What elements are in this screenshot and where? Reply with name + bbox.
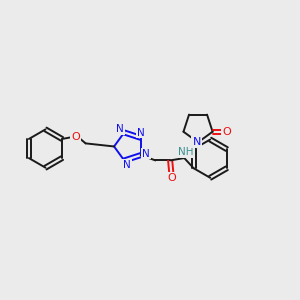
Text: NH: NH (178, 147, 194, 157)
Text: N: N (192, 137, 201, 147)
Text: N: N (137, 128, 145, 137)
Text: N: N (116, 124, 124, 134)
Text: N: N (142, 148, 150, 159)
Text: N: N (123, 160, 131, 170)
Text: O: O (71, 132, 80, 142)
Text: O: O (222, 127, 231, 137)
Text: O: O (167, 173, 176, 183)
